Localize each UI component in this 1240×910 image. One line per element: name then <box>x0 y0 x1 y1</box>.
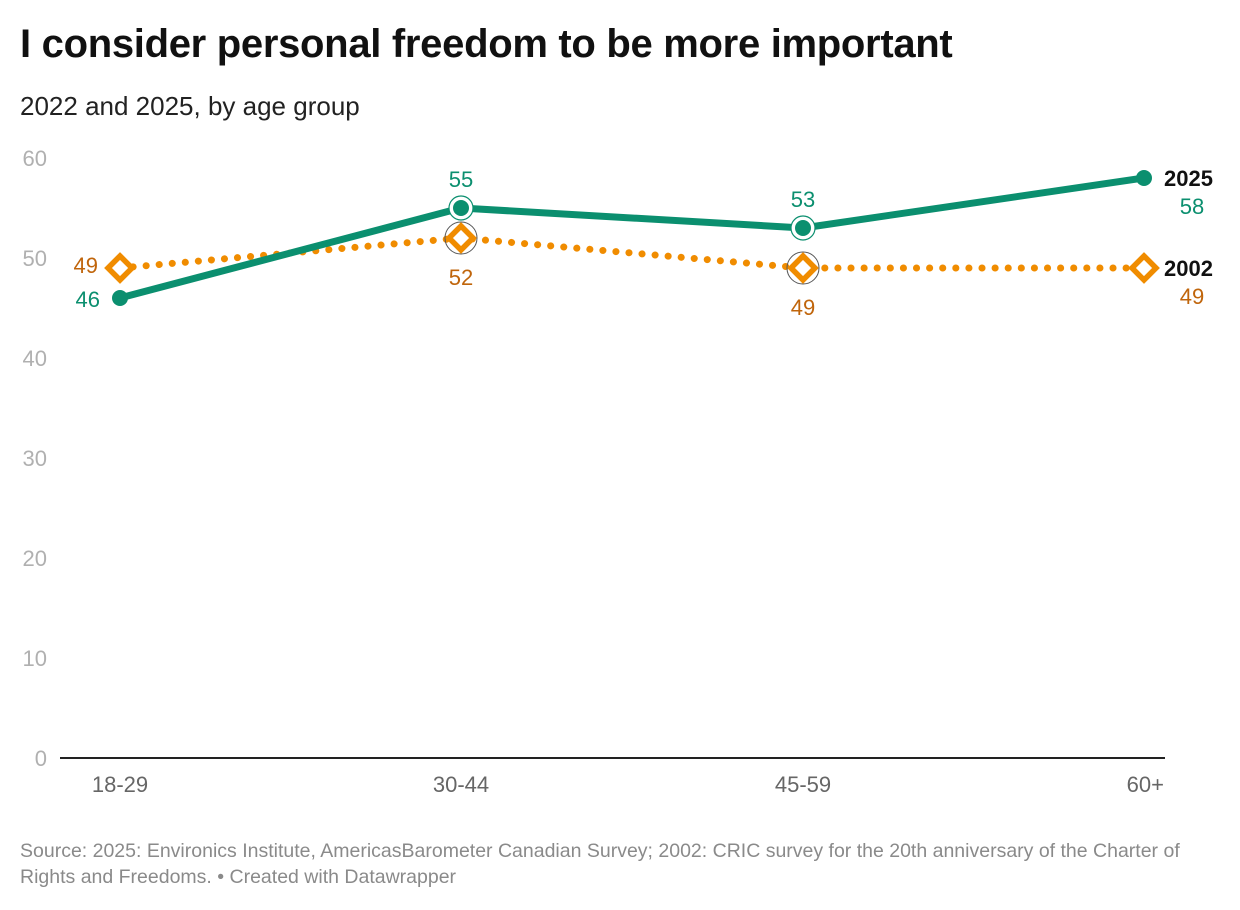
data-label-2025: 58 <box>1180 194 1204 219</box>
source-note: Source: 2025: Environics Institute, Amer… <box>20 840 1180 888</box>
data-label-2002: 49 <box>1180 284 1204 309</box>
chart-subtitle: 2022 and 2025, by age group <box>20 91 360 121</box>
x-axis-labels: 18-29 30-44 45-59 60+ <box>92 772 1164 797</box>
point-halo <box>786 251 820 285</box>
credit-note: • Created with Datawrapper <box>211 866 457 888</box>
data-point-2025 <box>1136 170 1152 186</box>
data-label-2025: 55 <box>449 167 473 192</box>
series-line-2025 <box>116 174 1148 302</box>
y-tick-label: 40 <box>23 346 47 371</box>
x-tick-label: 60+ <box>1127 772 1164 797</box>
data-label-2002: 49 <box>791 295 815 320</box>
data-point-2002 <box>104 252 136 284</box>
y-tick-label: 30 <box>23 446 47 471</box>
data-point-2025 <box>453 200 469 216</box>
x-tick-label: 30-44 <box>433 772 489 797</box>
series-line-2002 <box>116 234 1148 272</box>
series-layer <box>104 170 1160 306</box>
chart-title: I consider personal freedom to be more i… <box>20 22 953 66</box>
point-halo <box>444 221 478 255</box>
data-label-2025: 46 <box>76 287 100 312</box>
data-point-2002 <box>787 252 819 284</box>
x-tick-label: 45-59 <box>775 772 831 797</box>
series-end-labels: 2025 2002 <box>1164 166 1213 281</box>
y-tick-label: 50 <box>23 246 47 271</box>
data-label-2025: 53 <box>791 187 815 212</box>
y-axis-ticks: 0 10 20 30 40 50 60 <box>23 146 47 771</box>
y-tick-label: 60 <box>23 146 47 171</box>
data-label-2002: 49 <box>74 253 98 278</box>
data-point-2025 <box>795 220 811 236</box>
series-label-2025: 2025 <box>1164 166 1213 191</box>
x-tick-label: 18-29 <box>92 772 148 797</box>
data-label-2002: 52 <box>449 265 473 290</box>
series-label-2002: 2002 <box>1164 256 1213 281</box>
data-point-2002 <box>445 222 477 254</box>
data-point-2025 <box>112 290 128 306</box>
chart-footer: Source: 2025: Environics Institute, Amer… <box>20 838 1220 890</box>
data-point-2002 <box>1128 252 1160 284</box>
y-tick-label: 20 <box>23 546 47 571</box>
y-tick-label: 0 <box>35 746 47 771</box>
data-labels: 46 55 53 58 49 52 49 49 <box>74 167 1205 320</box>
y-tick-label: 10 <box>23 646 47 671</box>
